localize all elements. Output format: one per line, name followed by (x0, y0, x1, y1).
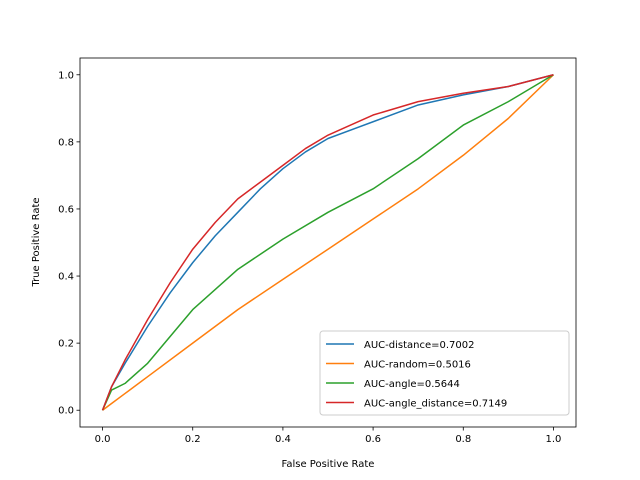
y-axis-ticks: 0.0 0.2 0.4 0.6 0.8 1.0 (58, 70, 80, 417)
legend-label: AUC-random=0.5016 (364, 360, 471, 371)
x-tick-label: 0.8 (455, 434, 471, 445)
x-tick-label: 0.4 (275, 434, 291, 445)
plot-frame (79, 57, 577, 428)
series-line-4 (101, 74, 554, 411)
legend-label: AUC-angle=0.5644 (364, 379, 460, 390)
y-tick-label: 0.0 (58, 406, 74, 417)
y-tick-label: 0.8 (58, 137, 74, 148)
series-line-3 (101, 74, 554, 411)
series-line-2 (102, 74, 554, 411)
x-tick-label: 1.0 (546, 434, 562, 445)
x-axis-ticks: 0.0 0.2 0.4 0.6 0.8 1.0 (95, 427, 562, 445)
y-tick-label: 1.0 (58, 70, 74, 81)
y-axis-label: True Positive Rate (31, 197, 42, 287)
x-tick-label: 0.2 (185, 434, 201, 445)
y-tick-label: 0.2 (58, 339, 74, 350)
legend-label: AUC-distance=0.7002 (364, 340, 475, 351)
series-line-1 (101, 74, 554, 411)
legend-label: AUC-angle_distance=0.7149 (364, 399, 507, 410)
x-tick-label: 0.0 (95, 434, 111, 445)
y-tick-label: 0.4 (58, 272, 74, 283)
legend: AUC-distance=0.7002 AUC-random=0.5016 AUC-… (319, 330, 570, 416)
y-tick-label: 0.6 (58, 204, 74, 215)
x-axis-label: False Positive Rate (282, 459, 375, 470)
legend-box (319, 330, 570, 416)
series-layer (101, 74, 554, 411)
x-tick-label: 0.6 (365, 434, 381, 445)
